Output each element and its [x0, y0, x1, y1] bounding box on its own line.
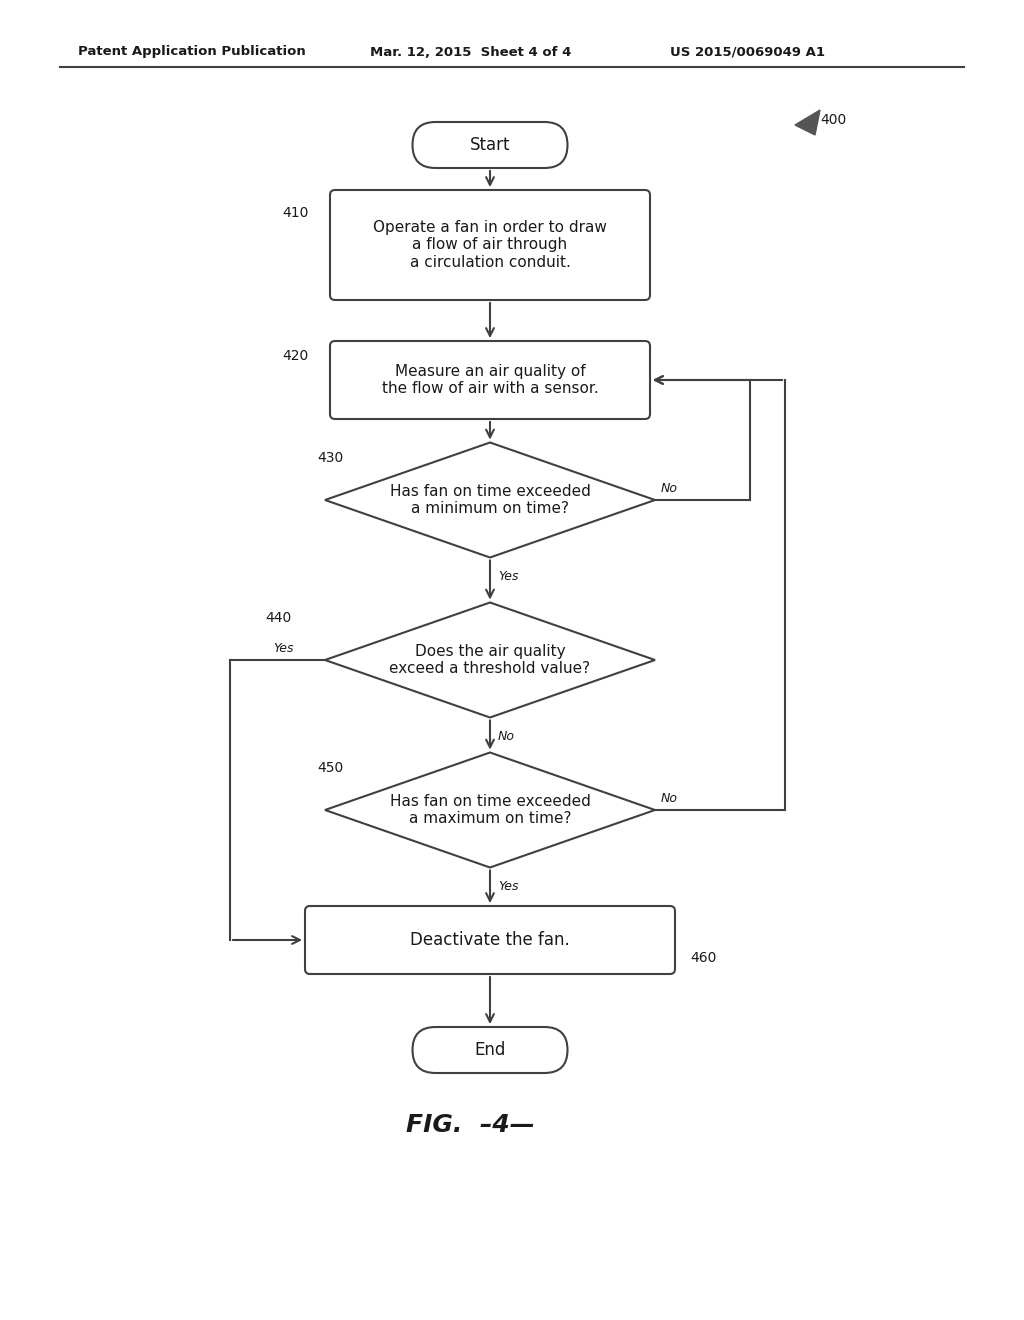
Text: No: No — [662, 792, 678, 805]
Text: 420: 420 — [282, 348, 308, 363]
FancyBboxPatch shape — [413, 1027, 567, 1073]
Text: Has fan on time exceeded
a minimum on time?: Has fan on time exceeded a minimum on ti… — [389, 484, 591, 516]
Text: Mar. 12, 2015  Sheet 4 of 4: Mar. 12, 2015 Sheet 4 of 4 — [370, 45, 571, 58]
FancyBboxPatch shape — [305, 906, 675, 974]
Text: No: No — [498, 730, 515, 742]
Text: 460: 460 — [690, 950, 717, 965]
FancyBboxPatch shape — [330, 341, 650, 418]
Text: Patent Application Publication: Patent Application Publication — [78, 45, 306, 58]
Text: 430: 430 — [317, 451, 343, 465]
Polygon shape — [325, 442, 655, 557]
Text: FIG.  –4—: FIG. –4— — [406, 1113, 535, 1137]
Text: 400: 400 — [820, 114, 846, 127]
Polygon shape — [325, 602, 655, 718]
Text: US 2015/0069049 A1: US 2015/0069049 A1 — [670, 45, 825, 58]
Text: Yes: Yes — [273, 642, 294, 655]
Text: Does the air quality
exceed a threshold value?: Does the air quality exceed a threshold … — [389, 644, 591, 676]
Text: Start: Start — [470, 136, 510, 154]
Text: Has fan on time exceeded
a maximum on time?: Has fan on time exceeded a maximum on ti… — [389, 793, 591, 826]
Text: Measure an air quality of
the flow of air with a sensor.: Measure an air quality of the flow of ai… — [382, 364, 598, 396]
Text: End: End — [474, 1041, 506, 1059]
Polygon shape — [325, 752, 655, 867]
Text: Deactivate the fan.: Deactivate the fan. — [411, 931, 570, 949]
Text: Operate a fan in order to draw
a flow of air through
a circulation conduit.: Operate a fan in order to draw a flow of… — [373, 220, 607, 269]
Text: No: No — [662, 482, 678, 495]
Text: 440: 440 — [265, 611, 291, 624]
Text: Yes: Yes — [498, 879, 518, 892]
FancyBboxPatch shape — [330, 190, 650, 300]
FancyBboxPatch shape — [413, 121, 567, 168]
Text: Yes: Yes — [498, 569, 518, 582]
Text: 450: 450 — [317, 762, 343, 775]
Text: 410: 410 — [282, 206, 308, 220]
Polygon shape — [795, 110, 820, 135]
